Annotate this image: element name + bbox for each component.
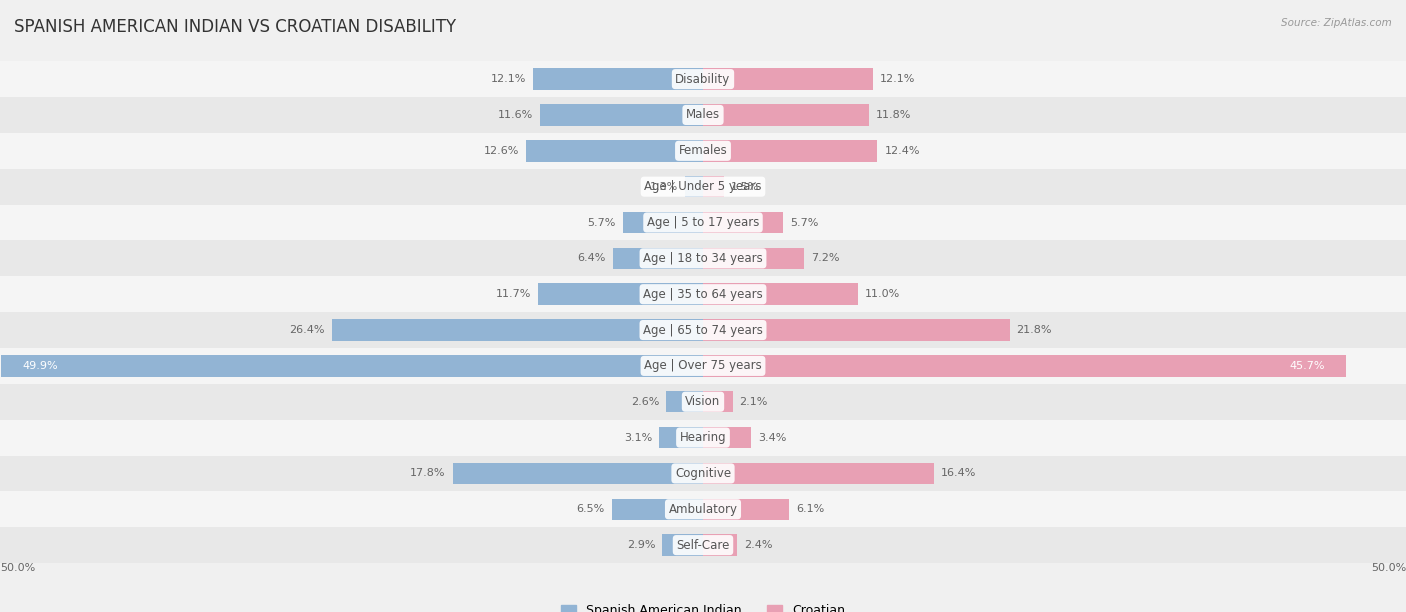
Bar xyxy=(703,391,733,412)
Text: 49.9%: 49.9% xyxy=(22,361,58,371)
Text: 12.1%: 12.1% xyxy=(880,74,915,84)
Bar xyxy=(0,276,1406,312)
Bar xyxy=(703,499,789,520)
Bar xyxy=(0,312,1406,348)
Bar xyxy=(1,355,703,376)
Bar xyxy=(0,133,1406,169)
Bar xyxy=(623,212,703,233)
Bar xyxy=(662,534,703,556)
Bar xyxy=(0,97,1406,133)
Text: Age | 35 to 64 years: Age | 35 to 64 years xyxy=(643,288,763,300)
Text: 2.4%: 2.4% xyxy=(744,540,772,550)
Bar xyxy=(453,463,703,484)
Bar xyxy=(703,283,858,305)
Text: 3.4%: 3.4% xyxy=(758,433,786,442)
Text: 6.1%: 6.1% xyxy=(796,504,824,514)
Text: Hearing: Hearing xyxy=(679,431,727,444)
Bar xyxy=(0,61,1406,97)
Text: Cognitive: Cognitive xyxy=(675,467,731,480)
Text: 12.6%: 12.6% xyxy=(484,146,519,156)
Bar xyxy=(703,427,751,449)
Bar xyxy=(533,69,703,90)
Text: 11.7%: 11.7% xyxy=(496,289,531,299)
Text: 50.0%: 50.0% xyxy=(0,563,35,573)
Bar xyxy=(0,384,1406,420)
Text: 17.8%: 17.8% xyxy=(411,468,446,479)
Text: Age | 65 to 74 years: Age | 65 to 74 years xyxy=(643,324,763,337)
Text: 6.5%: 6.5% xyxy=(576,504,605,514)
Text: 2.1%: 2.1% xyxy=(740,397,768,407)
Text: 45.7%: 45.7% xyxy=(1289,361,1324,371)
Bar xyxy=(703,176,724,198)
Bar xyxy=(703,355,1346,376)
Text: Age | 18 to 34 years: Age | 18 to 34 years xyxy=(643,252,763,265)
Text: 1.5%: 1.5% xyxy=(731,182,759,192)
Text: 2.9%: 2.9% xyxy=(627,540,655,550)
Bar xyxy=(0,241,1406,276)
Text: Source: ZipAtlas.com: Source: ZipAtlas.com xyxy=(1281,18,1392,28)
Text: Males: Males xyxy=(686,108,720,121)
Text: 12.1%: 12.1% xyxy=(491,74,526,84)
Text: 2.6%: 2.6% xyxy=(631,397,659,407)
Text: 16.4%: 16.4% xyxy=(941,468,976,479)
Text: Females: Females xyxy=(679,144,727,157)
Bar xyxy=(613,248,703,269)
Text: 5.7%: 5.7% xyxy=(790,217,818,228)
Bar xyxy=(703,463,934,484)
Text: SPANISH AMERICAN INDIAN VS CROATIAN DISABILITY: SPANISH AMERICAN INDIAN VS CROATIAN DISA… xyxy=(14,18,456,36)
Bar xyxy=(0,491,1406,527)
Text: 50.0%: 50.0% xyxy=(1371,563,1406,573)
Text: 11.0%: 11.0% xyxy=(865,289,900,299)
Bar xyxy=(703,140,877,162)
Text: 7.2%: 7.2% xyxy=(811,253,839,263)
Text: Vision: Vision xyxy=(685,395,721,408)
Bar xyxy=(703,534,737,556)
Text: 11.8%: 11.8% xyxy=(876,110,911,120)
Text: Ambulatory: Ambulatory xyxy=(668,503,738,516)
Text: 26.4%: 26.4% xyxy=(290,325,325,335)
Bar xyxy=(703,248,804,269)
Bar xyxy=(659,427,703,449)
Text: Disability: Disability xyxy=(675,73,731,86)
Legend: Spanish American Indian, Croatian: Spanish American Indian, Croatian xyxy=(561,604,845,612)
Text: 5.7%: 5.7% xyxy=(588,217,616,228)
Text: 3.1%: 3.1% xyxy=(624,433,652,442)
Text: 1.3%: 1.3% xyxy=(650,182,678,192)
Text: Age | Over 75 years: Age | Over 75 years xyxy=(644,359,762,372)
Text: 12.4%: 12.4% xyxy=(884,146,920,156)
Bar xyxy=(0,455,1406,491)
Text: Age | 5 to 17 years: Age | 5 to 17 years xyxy=(647,216,759,229)
Bar xyxy=(0,204,1406,241)
Text: Age | Under 5 years: Age | Under 5 years xyxy=(644,180,762,193)
Text: 11.6%: 11.6% xyxy=(498,110,533,120)
Bar xyxy=(703,69,873,90)
Bar xyxy=(0,527,1406,563)
Bar xyxy=(703,104,869,125)
Bar xyxy=(0,169,1406,204)
Bar xyxy=(703,212,783,233)
Bar xyxy=(703,319,1010,341)
Bar xyxy=(0,420,1406,455)
Bar xyxy=(612,499,703,520)
Bar xyxy=(0,348,1406,384)
Bar xyxy=(540,104,703,125)
Bar xyxy=(526,140,703,162)
Bar xyxy=(332,319,703,341)
Text: 6.4%: 6.4% xyxy=(578,253,606,263)
Bar xyxy=(666,391,703,412)
Text: Self-Care: Self-Care xyxy=(676,539,730,551)
Bar xyxy=(538,283,703,305)
Text: 21.8%: 21.8% xyxy=(1017,325,1052,335)
Bar xyxy=(685,176,703,198)
